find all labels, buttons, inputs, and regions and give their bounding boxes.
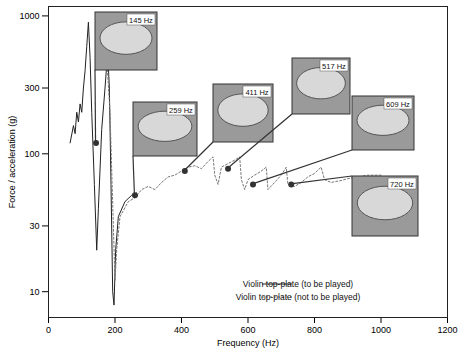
svg-text:145 Hz: 145 Hz (129, 16, 153, 25)
svg-text:30: 30 (29, 221, 39, 231)
svg-text:609 Hz: 609 Hz (386, 100, 410, 109)
svg-text:0: 0 (46, 325, 51, 335)
svg-text:1000: 1000 (371, 325, 391, 335)
svg-text:Force / acceleration (g): Force / acceleration (g) (7, 116, 17, 209)
svg-text:259 Hz: 259 Hz (169, 106, 193, 115)
svg-text:411 Hz: 411 Hz (245, 88, 268, 97)
svg-text:Violin top-plate (to be played: Violin top-plate (to be played) (243, 279, 354, 289)
svg-text:800: 800 (307, 325, 322, 335)
svg-text:720 Hz: 720 Hz (390, 180, 414, 189)
svg-text:Frequency (Hz): Frequency (Hz) (217, 338, 279, 348)
svg-text:1000: 1000 (19, 11, 39, 21)
svg-text:400: 400 (174, 325, 189, 335)
svg-text:Violin top-plate (not to be pl: Violin top-plate (not to be played) (236, 292, 361, 302)
svg-text:10: 10 (29, 287, 39, 297)
svg-text:600: 600 (240, 325, 255, 335)
svg-text:517 Hz: 517 Hz (322, 62, 346, 71)
svg-text:300: 300 (24, 83, 39, 93)
svg-text:1200: 1200 (437, 325, 457, 335)
svg-text:200: 200 (107, 325, 122, 335)
svg-text:100: 100 (24, 149, 39, 159)
